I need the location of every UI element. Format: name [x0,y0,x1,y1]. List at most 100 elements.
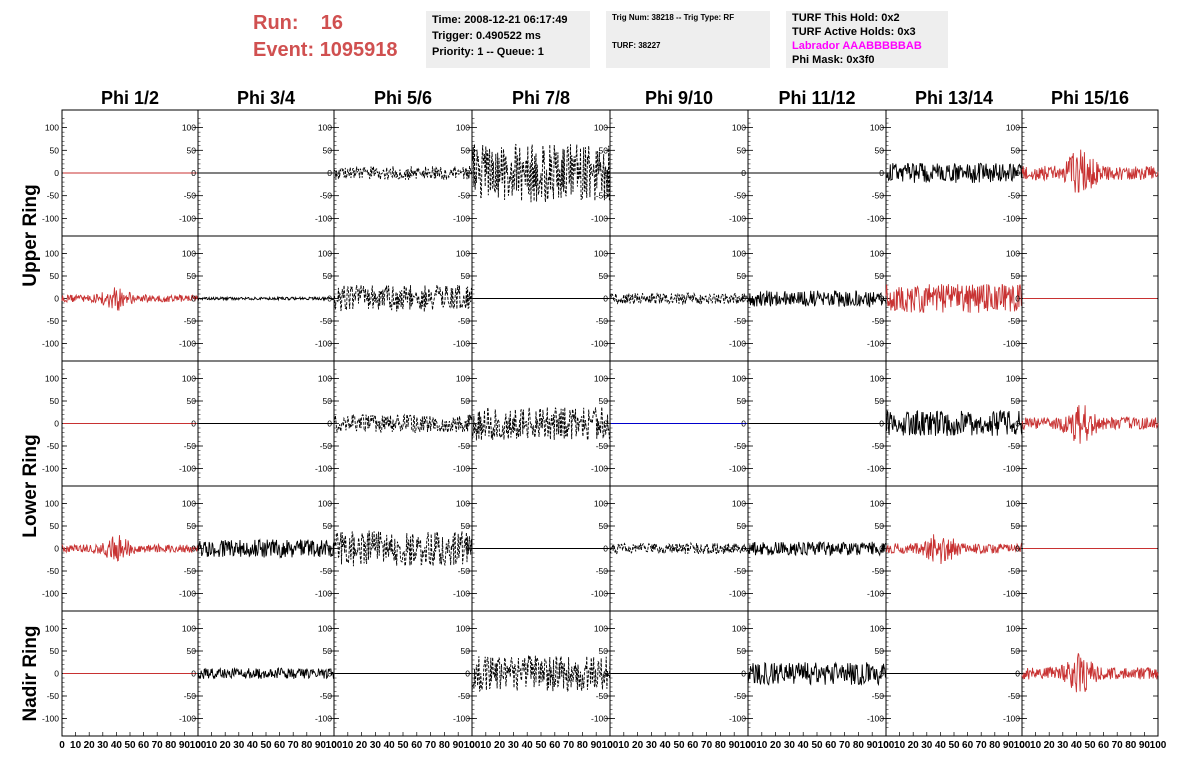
y-tick-label: 0 [741,544,746,554]
y-tick-label: 0 [1015,168,1020,178]
y-tick-label: 50 [187,521,197,531]
y-tick-label: 0 [879,419,884,429]
y-tick-label: 100 [870,499,884,509]
y-tick-label: 100 [1006,624,1020,634]
x-tick-label: 40 [384,740,396,751]
x-tick-label: 30 [921,740,933,751]
y-tick-label: 100 [318,249,332,259]
y-tick-label: -50 [458,316,471,326]
y-tick-label: 100 [870,123,884,133]
x-tick-label: 0 [59,740,65,751]
x-tick-label: 70 [425,740,437,751]
waveform-panel: -100 -50 0 50 100 [179,485,335,612]
y-tick-label: 100 [456,123,470,133]
y-tick-label: 50 [1011,521,1021,531]
x-tick-label: 60 [825,740,837,751]
y-tick-label: 0 [327,419,332,429]
y-tick-label: 100 [45,624,59,634]
y-tick-label: 50 [50,145,60,155]
trig-num-text: Trig Num: 38218 -- Trig Type: RF [612,13,735,22]
waveform-trace [885,409,1023,436]
waveform-panel: -100 -50 0 50 100 [1003,485,1159,612]
y-tick-label: 0 [741,294,746,304]
waveform-trace [197,666,335,680]
waveform-panel: -100 -50 0 50 100 [1003,360,1159,487]
y-tick-label: -100 [591,339,608,349]
x-tick-label: 10 [1030,740,1042,751]
waveform-panel: -100 -50 0 50 100 [179,360,335,487]
y-tick-label: -100 [453,464,470,474]
y-tick-label: 100 [594,123,608,133]
y-tick-label: 0 [327,294,332,304]
y-tick-label: 50 [599,646,609,656]
x-tick-label: 10 [480,740,492,751]
column-title: Phi 3/4 [237,88,295,108]
y-tick-label: -50 [47,191,60,201]
waveform-panel: -100 -50 0 50 100 [867,235,1023,362]
waveform-trace [61,287,199,311]
waveform-panel: -100 -50 0 50 100 [1003,610,1159,737]
y-tick-label: -50 [184,441,197,451]
x-tick-label: 60 [274,740,286,751]
y-tick-label: -50 [184,566,197,576]
y-tick-label: -50 [47,691,60,701]
y-tick-label: 50 [1011,646,1021,656]
waveform-panel: -100 -50 0 50 100 [315,235,473,362]
y-tick-label: 0 [191,168,196,178]
y-tick-label: 50 [461,271,471,281]
y-tick-label: -100 [179,464,196,474]
y-tick-label: -100 [729,464,746,474]
waveform-panel: -100 -50 0 50 100 [729,610,887,737]
x-tick-label: 60 [687,740,699,751]
x-tick-label: 50 [535,740,547,751]
y-tick-label: -100 [179,213,196,223]
y-tick-label: 0 [191,419,196,429]
y-tick-label: 0 [54,419,59,429]
y-tick-label: 100 [318,123,332,133]
waveform-trace [471,143,611,203]
x-tick-label: 80 [989,740,1001,751]
x-tick-label: 10 [756,740,768,751]
y-tick-label: 0 [603,168,608,178]
waveform-panel: -100 -50 0 50 100 [729,485,887,612]
y-tick-label: 100 [456,374,470,384]
trigger-info-box: Trig Num: 38218 -- Trig Type: RF TURF: 3… [606,11,770,68]
y-tick-label: 0 [327,544,332,554]
x-tick-label: 90 [1139,740,1151,751]
x-tick-label: 50 [124,740,136,751]
y-tick-label: 50 [461,646,471,656]
y-tick-label: -100 [453,714,470,724]
x-tick-label: 20 [908,740,920,751]
y-tick-label: -100 [179,589,196,599]
waveform-trace [885,534,1023,565]
x-tick-label: 90 [315,740,327,751]
run-event-header: Run: 16 Event: 1095918 [253,10,398,64]
y-tick-label: -100 [729,714,746,724]
x-tick-label: 30 [370,740,382,751]
x-tick-label: 30 [508,740,520,751]
y-tick-label: 0 [1015,419,1020,429]
waveform-panel: -100 -50 0 50 100 [1003,109,1159,237]
y-tick-label: -100 [867,714,884,724]
x-tick-label: 80 [165,740,177,751]
waveform-trace [471,406,611,442]
x-tick-label: 30 [97,740,109,751]
waveform-panel: -100 -50 0 50 100 [315,485,473,612]
y-tick-label: -100 [729,213,746,223]
y-tick-label: -100 [1003,464,1020,474]
waveform-panel: -100 -50 0 50 100 [42,485,199,612]
waveform-panel: -100 -50 0 50 100 [42,109,199,237]
waveform-trace [197,295,334,302]
x-tick-label: 90 [591,740,603,751]
waveform-panel: -100 -50 0 50 100 [729,235,887,362]
x-tick-label: 90 [453,740,465,751]
waveform-panel: -100 -50 0 50 100 [591,109,749,237]
y-tick-label: -50 [596,691,609,701]
y-tick-label: 50 [323,521,333,531]
y-tick-label: 100 [182,249,196,259]
x-tick-label: 100 [326,740,343,751]
x-tick-label: 70 [1112,740,1124,751]
y-tick-label: 50 [187,646,197,656]
y-tick-label: -100 [591,464,608,474]
y-tick-label: 0 [191,294,196,304]
